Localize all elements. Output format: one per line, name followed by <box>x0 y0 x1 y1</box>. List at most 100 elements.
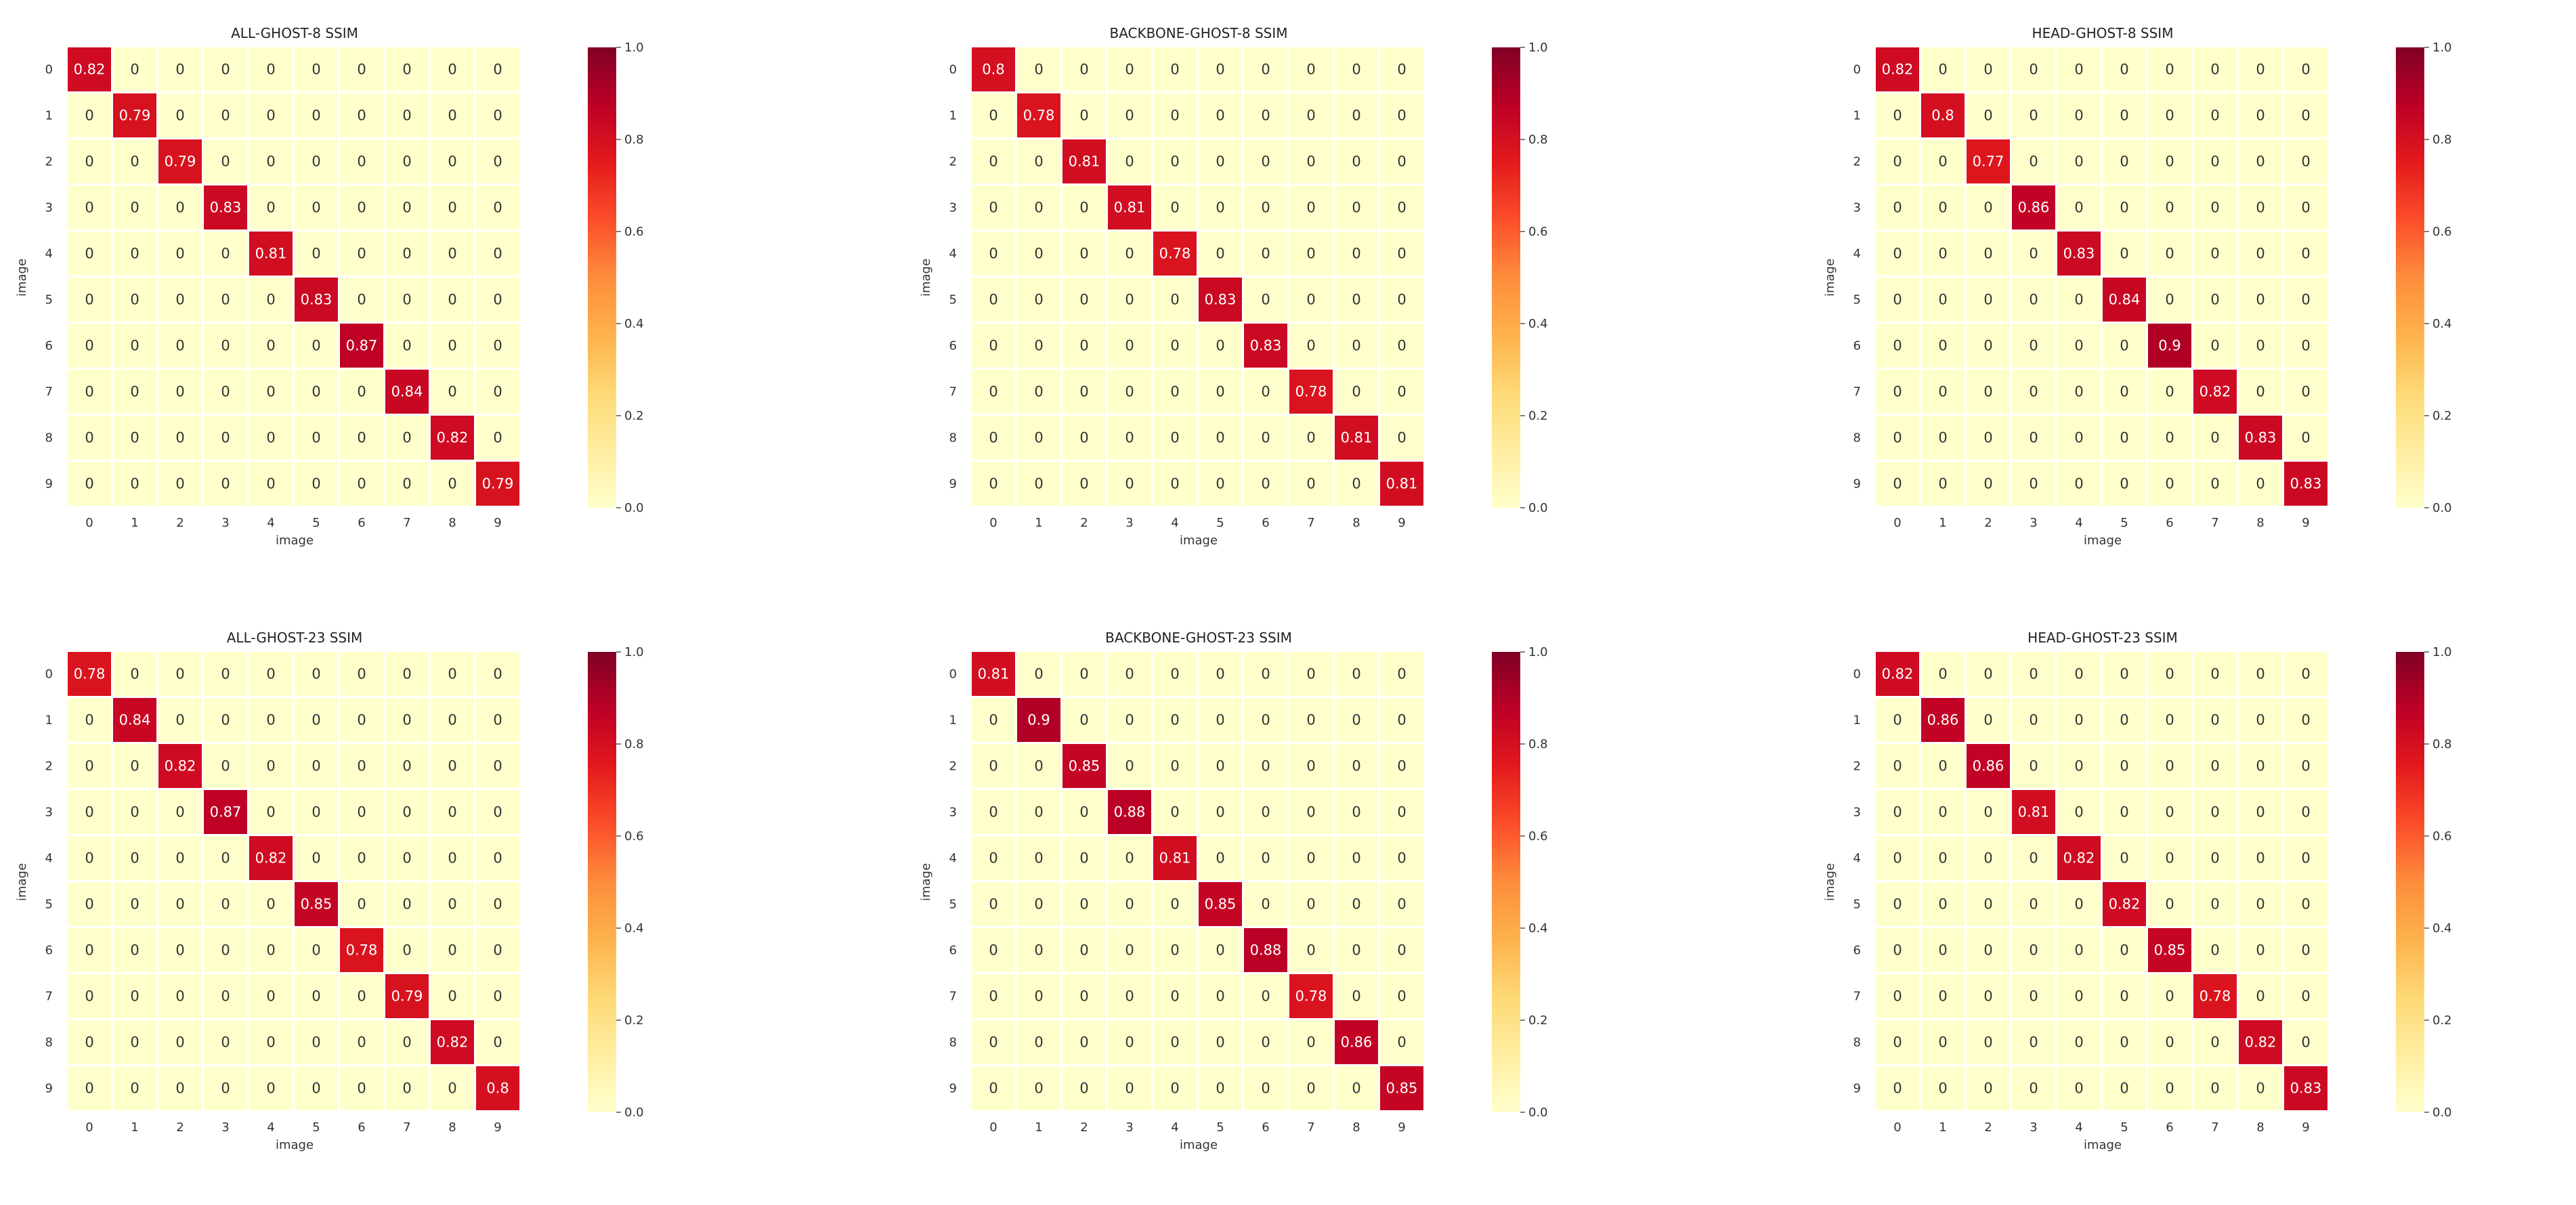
cell-value-label: 0 <box>493 988 502 1005</box>
heatmap-cell <box>2012 370 2055 414</box>
heatmap-cell <box>2057 974 2101 1018</box>
heatmap-cell <box>385 836 429 880</box>
heatmap-cell <box>113 462 156 506</box>
heatmap-cell <box>431 93 474 137</box>
heatmap-cell <box>1153 462 1197 506</box>
cell-value-label: 0 <box>2165 246 2174 262</box>
heatmap-cell <box>2193 836 2237 880</box>
heatmap-cell <box>972 974 1015 1018</box>
cell-value-label: 0 <box>2120 430 2128 446</box>
heatmap-cell <box>2148 185 2191 229</box>
cell-value-label: 0.77 <box>1973 154 2004 170</box>
x-tick-label: 7 <box>2211 516 2218 530</box>
cell-value-label: 0 <box>1125 850 1134 867</box>
heatmap-cell <box>1335 744 1378 788</box>
cell-value-label: 0 <box>493 666 502 682</box>
heatmap-cell <box>295 836 338 880</box>
heatmap-cell <box>204 836 247 880</box>
heatmap-cell <box>2057 744 2101 788</box>
heatmap-cell <box>113 324 156 368</box>
heatmap-cell <box>1289 47 1333 91</box>
cell-value-label: 0 <box>402 850 411 867</box>
heatmap-cell <box>2239 416 2282 460</box>
heatmap-cell <box>340 47 383 91</box>
heatmap-cell <box>68 928 111 972</box>
cell-value-label: 0 <box>312 246 320 262</box>
heatmap-cell <box>1921 790 1965 834</box>
cell-value-label: 0 <box>2210 758 2219 774</box>
cell-value-label: 0 <box>1352 154 1360 170</box>
heatmap-cell <box>1153 416 1197 460</box>
cell-value-label: 0.82 <box>255 850 287 867</box>
heatmap-cell <box>1199 232 1242 276</box>
heatmap-cell <box>1380 47 1423 91</box>
cell-value-label: 0.84 <box>119 712 151 728</box>
cell-value-label: 0.79 <box>119 108 151 124</box>
y-axis-label: image <box>15 863 29 901</box>
cell-value-label: 0 <box>1893 850 1902 867</box>
heatmap-cell <box>1062 278 1106 322</box>
cell-value-label: 0 <box>1893 384 1902 400</box>
cell-value-label: 0 <box>1983 292 1992 308</box>
cell-value-label: 0 <box>266 108 275 124</box>
cell-value-label: 0 <box>2301 292 2310 308</box>
heatmap-cell <box>2148 928 2191 972</box>
x-tick-label: 8 <box>2256 516 2264 530</box>
cell-value-label: 0 <box>1216 200 1224 216</box>
heatmap-cell <box>476 744 519 788</box>
cell-value-label: 0 <box>175 476 184 492</box>
cell-value-label: 0 <box>1261 62 1270 78</box>
cell-value-label: 0.81 <box>2018 804 2050 820</box>
cell-value-label: 0.85 <box>1205 896 1237 913</box>
cell-value-label: 0 <box>493 942 502 959</box>
cell-value-label: 0 <box>2029 476 2038 492</box>
cell-value-label: 0 <box>1034 758 1043 774</box>
heatmap-cell <box>1967 882 2010 926</box>
cell-value-label: 0 <box>989 154 997 170</box>
cell-value-label: 0 <box>1893 712 1902 728</box>
heatmap-cell <box>1921 1066 1965 1110</box>
heatmap-cell <box>1289 744 1333 788</box>
heatmap-cell <box>1199 370 1242 414</box>
colorbar-tick-label: 0.8 <box>2432 133 2452 147</box>
cell-value-label: 0 <box>448 384 456 400</box>
x-tick-label: 5 <box>1216 1120 1224 1135</box>
cell-value-label: 0 <box>2165 758 2174 774</box>
colorbar-tick-label: 0.4 <box>1528 317 1548 331</box>
cell-value-label: 0 <box>1216 108 1224 124</box>
heatmap-cell <box>340 370 383 414</box>
heatmap-cell <box>1199 1020 1242 1064</box>
cell-value-label: 0 <box>2256 712 2264 728</box>
cell-value-label: 0 <box>989 1034 997 1051</box>
heatmap-cell <box>1921 416 1965 460</box>
heatmap-cell <box>2239 698 2282 742</box>
cell-value-label: 0 <box>1306 666 1315 682</box>
heatmap-cell <box>1244 652 1287 696</box>
heatmap-cell <box>1289 462 1333 506</box>
heatmap-cell <box>1335 93 1378 137</box>
cell-value-label: 0 <box>1261 988 1270 1005</box>
heatmap-cell <box>1153 47 1197 91</box>
cell-value-label: 0 <box>2210 712 2219 728</box>
heatmap-cell <box>1289 370 1333 414</box>
heatmap-cell <box>431 652 474 696</box>
y-axis-label: image <box>1823 259 1837 297</box>
cell-value-label: 0.78 <box>1295 988 1327 1005</box>
colorbar-tick-label: 0.4 <box>624 921 644 936</box>
x-tick-label: 0 <box>85 1120 93 1135</box>
cell-value-label: 0 <box>2165 108 2174 124</box>
heatmap-cell <box>1108 1066 1151 1110</box>
heatmap-cell <box>1921 462 1965 506</box>
cell-value-label: 0 <box>312 666 320 682</box>
heatmap-cell <box>2284 698 2327 742</box>
heatmap-cell <box>2012 1066 2055 1110</box>
heatmap-cell <box>1062 928 1106 972</box>
x-tick-label: 9 <box>1398 1120 1405 1135</box>
y-tick-label: 8 <box>1853 431 1861 445</box>
cell-value-label: 0 <box>1983 1034 1992 1051</box>
heatmap-cell <box>1017 232 1060 276</box>
heatmap-cell <box>340 324 383 368</box>
y-tick-label: 7 <box>45 385 53 399</box>
colorbar-tick-label: 0.4 <box>2432 921 2452 936</box>
heatmap-cell <box>1921 370 1965 414</box>
